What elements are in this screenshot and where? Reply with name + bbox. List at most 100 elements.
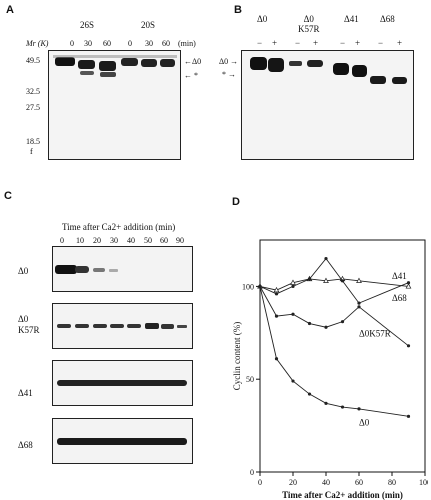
gel-bands-a	[53, 55, 177, 77]
band-b-lane1	[250, 57, 267, 70]
ladder-mark-49: 49.5	[26, 56, 40, 65]
group-label-b-1: Δ0	[257, 14, 268, 24]
band-b-lane7	[370, 76, 386, 84]
lane-time-a-1: 0	[70, 39, 74, 48]
blot-strip-delta0	[52, 246, 193, 292]
series-0-point-2	[290, 279, 296, 285]
arrow-label-star-a: ← *	[184, 71, 198, 80]
band-a-lane6	[160, 59, 175, 67]
gel-bands-b	[250, 57, 407, 84]
strip-label-3: Δ41	[18, 388, 33, 398]
lane-time-a-2: 30	[84, 39, 92, 48]
x-tick-label-5: 100	[419, 478, 428, 487]
x-axis-label: Time after Ca2+ addition (min)	[282, 490, 403, 500]
sign-b-5: −	[340, 38, 346, 48]
band-b-lane6	[352, 65, 367, 77]
series-2-point-5	[340, 320, 345, 324]
time-c-3: 20	[93, 236, 101, 245]
series-0-point-1	[273, 286, 280, 293]
time-c-4: 30	[110, 236, 118, 245]
series-3-point-4	[324, 401, 328, 405]
sign-b-4: +	[313, 38, 319, 48]
strip-label-4: Δ68	[18, 440, 33, 450]
series-line-0	[259, 278, 409, 291]
group-label-b-2: Δ0 K57R	[298, 14, 320, 34]
series-label-2: Δ0K57R	[359, 329, 391, 339]
ladder-mark-18: 18.5	[26, 137, 40, 146]
band-b-lane2	[268, 58, 284, 72]
band-a-lane3	[99, 61, 116, 71]
x-tick-label-0: 0	[258, 478, 262, 487]
group-label-b-2-text: Δ0 K57R	[298, 14, 320, 34]
series-1-point-3	[307, 277, 312, 281]
y-tick-label-2: 100	[242, 282, 254, 291]
blot-band	[93, 268, 105, 272]
time-c-1: 0	[60, 236, 64, 245]
blot-band	[55, 265, 77, 274]
series-0-point-7	[405, 283, 412, 289]
series-line-1	[259, 257, 409, 304]
lane-time-a-5: 30	[145, 39, 153, 48]
lane-time-a-3: 60	[103, 39, 111, 48]
group-label-b-4: Δ68	[380, 14, 395, 24]
sign-b-1: −	[257, 38, 263, 48]
time-c-5: 40	[127, 236, 135, 245]
series-line-2	[259, 286, 409, 347]
group-label-26s: 26S	[80, 20, 95, 30]
series-0-point-4	[323, 277, 329, 283]
series-1-point-5	[340, 279, 345, 283]
panel-c-title: Time after Ca2+ addition (min)	[62, 222, 176, 232]
x-tick-label-1: 20	[289, 478, 297, 487]
series-3-point-3	[307, 392, 312, 396]
sign-b-8: +	[397, 38, 403, 48]
blot-strip-delta68	[52, 418, 193, 464]
cyclin-content-chart: 0 20 40 60 80 100 0 50 100 Time after Ca2+ additi…	[232, 239, 428, 500]
panel-letter-c: C	[4, 190, 12, 202]
strip-label-1: Δ0	[18, 266, 29, 276]
band-b-lane5	[333, 63, 349, 75]
time-c-2: 10	[76, 236, 84, 245]
series-1-point-6	[357, 301, 361, 305]
panel-letter-d: D	[232, 196, 240, 208]
group-label-b-3: Δ41	[344, 14, 359, 24]
series-2-point-2	[291, 312, 295, 316]
series-label-1: Δ68	[392, 293, 407, 303]
series-2-point-7	[406, 344, 411, 348]
band-a-lane1	[55, 57, 75, 66]
series-1-point-2	[291, 284, 295, 288]
marker-delta0-b: Δ0 →	[219, 57, 239, 66]
series-2-point-3	[307, 321, 312, 326]
y-tick-label-0: 0	[250, 468, 254, 477]
ladder-mark-27: 27.5	[26, 103, 40, 112]
series-label-0: Δ41	[392, 271, 407, 281]
band-b-lane4	[307, 60, 323, 67]
series-3-point-0	[258, 284, 262, 288]
strip-label-2: Δ0 K57R	[18, 314, 40, 335]
blot-band	[109, 269, 118, 272]
series-1-point-7	[406, 281, 411, 285]
ladder-mark-32: 32.5	[26, 87, 40, 96]
series-3-point-7	[406, 414, 411, 418]
band-b-lane3	[289, 61, 302, 66]
sign-b-7: −	[378, 38, 384, 48]
series-1-point-1	[274, 292, 279, 296]
lane-time-a-6: 60	[162, 39, 170, 48]
series-2-point-6	[357, 305, 361, 309]
group-label-20s: 20S	[141, 20, 156, 30]
series-label-3: Δ0	[359, 418, 370, 428]
panel-letter-a: A	[6, 4, 14, 16]
sign-b-3: −	[295, 38, 301, 48]
series-3-point-1	[274, 357, 279, 361]
series-3-point-6	[357, 407, 361, 411]
blot-strip-delta0-k57r	[52, 303, 193, 349]
series-2-point-1	[274, 314, 279, 318]
x-tick-label-4: 80	[388, 478, 396, 487]
series-3-point-5	[340, 405, 345, 409]
sign-b-2: +	[272, 38, 278, 48]
lane-time-a-4: 0	[128, 39, 132, 48]
series-3-point-2	[291, 379, 295, 383]
arrow-label-delta0-a: ←Δ0	[184, 57, 202, 66]
band-a-lane3-star	[100, 72, 116, 77]
band-a-lane2-star	[80, 71, 94, 75]
band-b-lane8	[392, 77, 407, 84]
